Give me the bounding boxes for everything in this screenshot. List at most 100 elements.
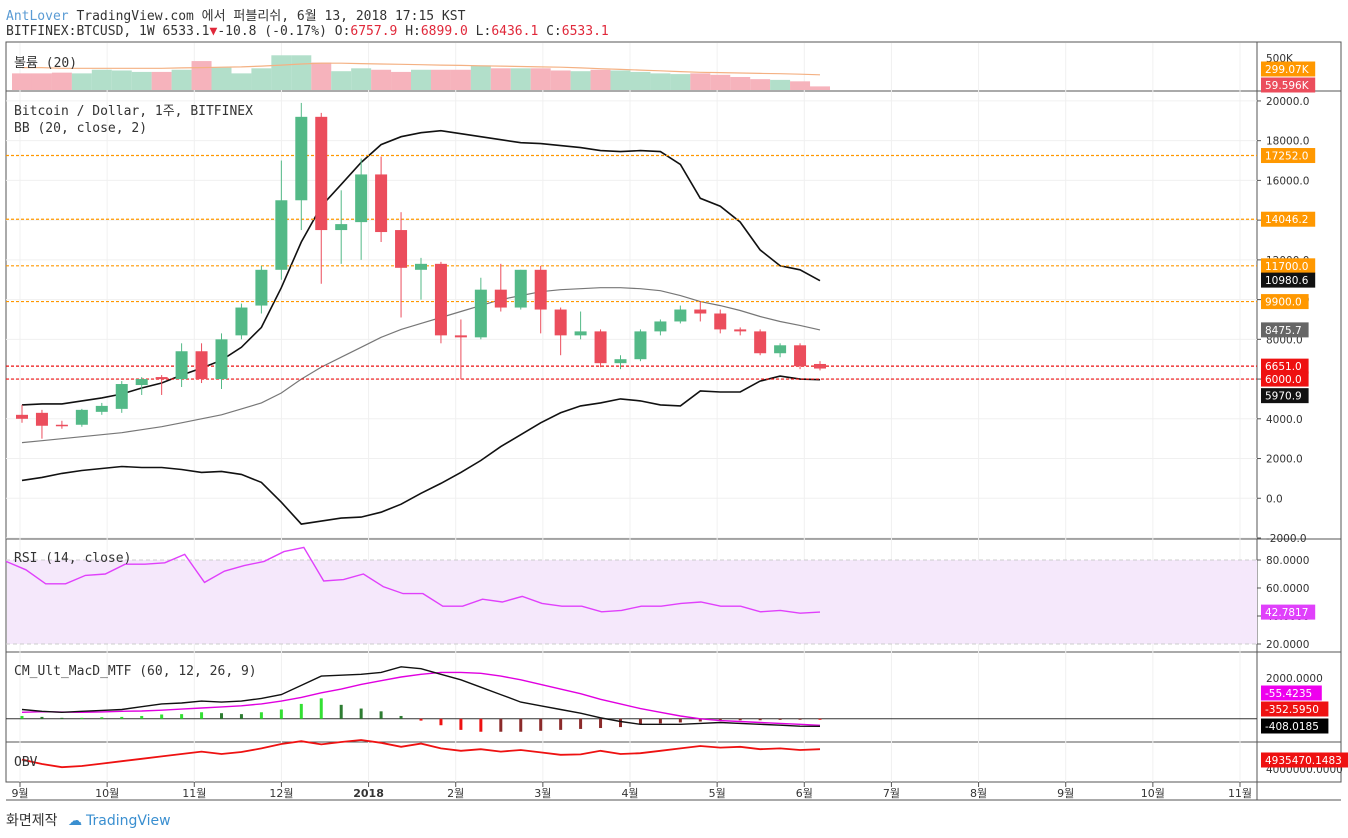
macd-histogram-bar <box>539 718 543 731</box>
candle-up <box>634 331 647 360</box>
volume-bar-up <box>91 69 112 90</box>
macd-histogram-bar <box>678 718 682 723</box>
symbol-label: BITFINEX:BTCUSD, 1W <box>6 24 155 39</box>
macd-histogram-bar <box>239 714 243 719</box>
macd-histogram-bar <box>100 717 104 719</box>
macd-histogram-bar <box>200 712 204 719</box>
candle-down <box>155 377 168 380</box>
macd-histogram-bar <box>778 718 782 720</box>
open-value: 6757.9 <box>350 24 398 39</box>
author-name[interactable]: AntLover <box>6 9 69 24</box>
volume-bar-down <box>51 72 72 90</box>
candle-up <box>574 331 587 336</box>
bb-middle-badge-bg <box>1261 322 1309 338</box>
volume-bar-up <box>131 71 152 90</box>
price-tick-label: 4000.0 <box>1266 414 1303 426</box>
macd-histogram-bar <box>439 718 443 726</box>
volume-pane-label: 볼륨 (20) <box>14 56 77 71</box>
rsi-badge: 42.7817 <box>1265 607 1308 619</box>
candle-down <box>594 331 607 364</box>
rsi-tick-label: 80.0000 <box>1266 555 1309 567</box>
candle-down <box>714 313 727 330</box>
macd-histogram-bar <box>20 715 24 719</box>
volume-bar-up <box>510 68 531 90</box>
obv-badge-bg <box>1261 752 1348 768</box>
price-tick-label: 0.0 <box>1266 493 1283 505</box>
volume-bar-down <box>430 69 451 90</box>
volume-bar-down <box>790 81 811 90</box>
time-tick-label: 2018 <box>353 787 384 800</box>
volume-bar-up <box>650 73 671 90</box>
volume-bar-down <box>31 73 52 90</box>
macd-badge-1: -55.4235 <box>1265 688 1312 700</box>
macd-histogram-bar <box>80 717 84 719</box>
candle-down <box>754 331 767 354</box>
time-tick-label: 6월 <box>796 787 813 800</box>
price-tick-label: -2000.0 <box>1266 533 1307 545</box>
volume-bar-up <box>411 69 431 90</box>
volume-bar-up <box>630 71 651 90</box>
volume-bar-down <box>311 62 332 90</box>
volume-bar-up <box>570 71 591 90</box>
volume-bar-up <box>470 65 491 90</box>
volume-bar-down <box>710 74 731 90</box>
down-arrow-icon: ▼ <box>209 24 218 39</box>
candle-up <box>75 409 88 425</box>
macd-badge-3: -408.0185 <box>1265 721 1319 733</box>
macd-histogram-bar <box>798 718 802 720</box>
macd-histogram-bar <box>160 714 164 719</box>
close-label: C: <box>546 24 562 39</box>
volume-bar-down <box>730 76 751 90</box>
macd-line <box>21 666 821 727</box>
candle-up <box>614 359 627 364</box>
rsi-band <box>7 560 1257 644</box>
plot-frame <box>5 41 1342 783</box>
volume-bar-down <box>391 71 412 90</box>
volume-bar-up <box>211 67 232 90</box>
tradingview-brand[interactable]: TradingView <box>85 813 171 829</box>
macd-tick-label: 2000.0000 <box>1266 673 1323 685</box>
macd-histogram-bar <box>638 718 642 725</box>
volume-bar-up <box>351 68 372 90</box>
macd-histogram-bar <box>619 718 622 728</box>
candle-up <box>275 200 288 270</box>
macd-histogram-bar <box>738 718 742 721</box>
candle-down <box>55 424 68 427</box>
volume-badge-bg <box>1261 77 1316 93</box>
time-tick-label: 5월 <box>709 787 726 800</box>
candle-down <box>434 263 447 336</box>
macd-histogram-bar <box>120 716 124 719</box>
macd-histogram-bar <box>279 709 283 719</box>
time-tick-label: 4월 <box>621 787 638 800</box>
chart-header-line2: BITFINEX:BTCUSD, 1W 6533.1▼-10.8 (-0.17%… <box>6 24 609 39</box>
candle-down <box>494 289 507 308</box>
volume-bar-up <box>271 55 292 90</box>
low-value: 6436.1 <box>491 24 539 39</box>
level-badge: 9900.0 <box>1265 297 1302 309</box>
level-badge: 6000.0 <box>1265 374 1302 386</box>
bb-lower-badge: 5970.9 <box>1265 391 1302 403</box>
volume-bar-up <box>171 69 192 90</box>
macd-pane-label: CM_Ult_MacD_MTF (60, 12, 26, 9) <box>14 664 257 679</box>
volume-bar-down <box>530 68 551 90</box>
level-badge-bg <box>1261 294 1309 310</box>
volume-bar-down <box>151 71 172 90</box>
volume-bar-down <box>12 73 32 90</box>
candle-up <box>774 345 787 354</box>
last-price: 6533.1 <box>162 24 210 39</box>
close-value: 6533.1 <box>561 24 609 39</box>
obv-pane-label: OBV <box>14 755 38 770</box>
volume-bar-up <box>71 73 92 90</box>
tradingview-logo-icon[interactable]: ☁ <box>67 813 82 829</box>
time-tick-label: 9월 <box>1057 787 1074 800</box>
volume-bar-up <box>231 73 252 90</box>
candle-down <box>195 351 208 380</box>
volume-bar-up <box>111 70 132 90</box>
price-tick-label: 16000.0 <box>1266 175 1309 187</box>
bb-indicator-label: BB (20, close, 2) <box>14 121 147 136</box>
open-label: O: <box>334 24 351 39</box>
level-badge-bg <box>1261 358 1309 374</box>
volume-bar-down <box>690 73 711 90</box>
footer-credit: 화면제작 ☁ TradingView <box>6 810 171 830</box>
